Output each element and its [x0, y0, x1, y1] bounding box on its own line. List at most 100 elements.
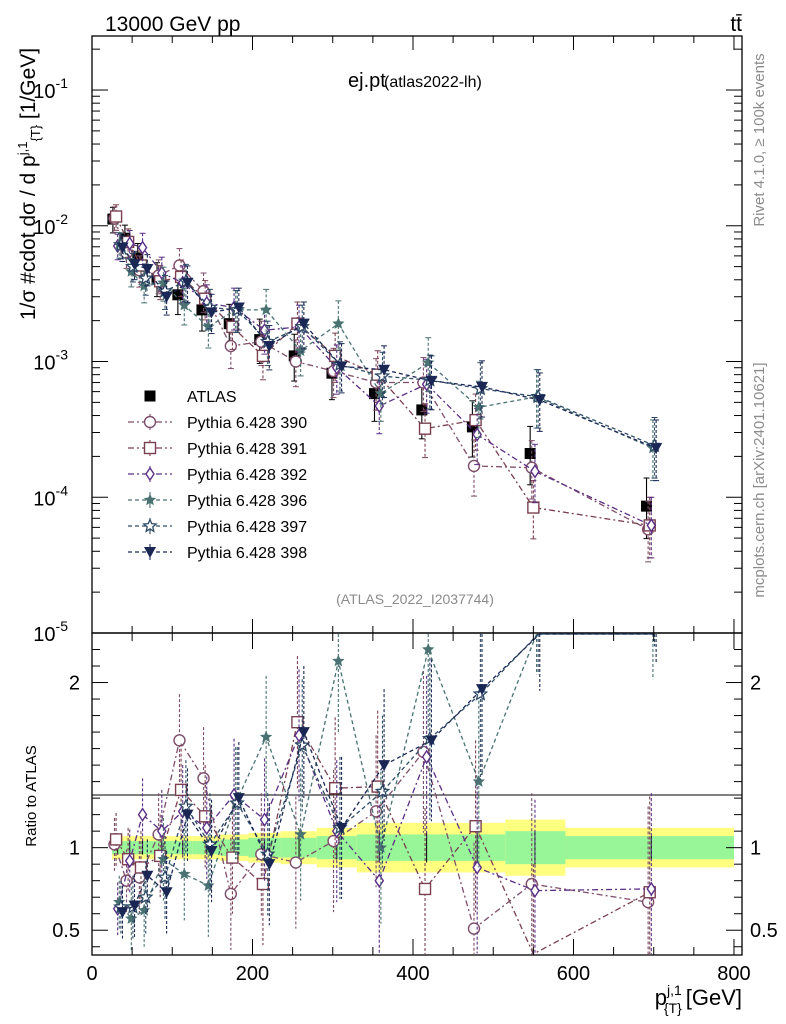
- data-point: [646, 518, 657, 533]
- ratio-line: [122, 633, 657, 913]
- legend-label: Pythia 6.428 396: [187, 493, 307, 510]
- data-point: [422, 356, 435, 368]
- ratio-point: [263, 859, 276, 871]
- x-tick-label: 600: [557, 963, 590, 985]
- ratio-point: [469, 820, 482, 833]
- legend-label: Pythia 6.428 392: [187, 467, 307, 484]
- ratio-point: [328, 782, 342, 795]
- ratio-tick-label-right: 1: [750, 838, 761, 860]
- ratio-point: [327, 834, 340, 848]
- data-point: [137, 240, 148, 255]
- data-point: [418, 422, 432, 435]
- data-point: [128, 259, 141, 271]
- mcplots-label: mcplots.cern.ch [arXiv:2401.10621]: [751, 362, 768, 598]
- analysis-label: (ATLAS_2022_I2037744): [336, 591, 494, 607]
- ratio-tick-label-left: 2: [69, 673, 80, 695]
- data-point: [259, 303, 273, 316]
- data-point: [368, 388, 380, 400]
- data-point: [224, 339, 238, 353]
- ratio-tick-label-right: 2: [750, 673, 761, 695]
- ratio-point: [138, 903, 151, 916]
- data-point: [425, 375, 438, 387]
- ratio-point: [141, 870, 154, 882]
- ratio-point: [226, 851, 239, 864]
- legend-label: Pythia 6.428 390: [187, 415, 307, 432]
- data-point: [378, 364, 391, 376]
- process-label: tt̄: [730, 13, 742, 36]
- ratio-point: [467, 922, 481, 935]
- main-series-layer: [107, 204, 663, 563]
- ratio-point: [120, 874, 133, 887]
- legend-marker: [142, 517, 158, 533]
- legend-label: Pythia 6.428 398: [187, 545, 307, 562]
- ratio-point: [181, 809, 194, 821]
- legend-marker: [145, 466, 155, 482]
- legend: ATLAS Pythia 6.428 390 Pythia 6.428 391 Pyt…: [128, 389, 307, 562]
- data-point: [328, 349, 342, 363]
- data-point: [297, 318, 310, 330]
- data-point: [263, 341, 276, 353]
- data-point: [124, 236, 135, 251]
- ratio-point: [472, 685, 489, 701]
- ratio-series-layer: [108, 633, 657, 955]
- ratio-point: [374, 841, 388, 853]
- ratio-point: [124, 853, 135, 869]
- legend-marker: [144, 390, 156, 402]
- x-tick-label: 200: [236, 963, 269, 985]
- ratio-point: [160, 887, 173, 899]
- series-line: [121, 247, 657, 449]
- ratio-point: [205, 845, 218, 857]
- data-point: [137, 270, 154, 285]
- legend-marker: [144, 547, 156, 558]
- ratio-point: [425, 735, 438, 747]
- ratio-point: [378, 760, 391, 772]
- data-point: [160, 291, 173, 303]
- data-point: [226, 320, 239, 334]
- ratio-point: [174, 783, 188, 797]
- series-line: [118, 244, 654, 449]
- ratio-point: [418, 882, 432, 896]
- ratio-point: [422, 643, 435, 655]
- ratio-point: [369, 805, 383, 818]
- ratio-point: [128, 900, 141, 912]
- data-point: [289, 355, 303, 368]
- ratio-point: [229, 794, 245, 810]
- data-point: [181, 277, 194, 289]
- data-point: [530, 464, 540, 479]
- ratio-point: [116, 907, 129, 919]
- ratio-point: [178, 867, 191, 880]
- ratio-point: [134, 861, 148, 874]
- data-point: [469, 413, 482, 427]
- data-point: [475, 381, 488, 393]
- ratio-point: [335, 822, 348, 834]
- data-point: [641, 500, 653, 512]
- ratio-point: [475, 684, 488, 696]
- x-axis-ticks: 0 200 400 600 800: [86, 633, 751, 985]
- ratio-point: [472, 860, 483, 875]
- data-point: [524, 448, 536, 460]
- ratio-point: [224, 887, 238, 901]
- ratio-point: [297, 727, 310, 739]
- ratio-point: [197, 772, 210, 785]
- data-point: [527, 501, 540, 514]
- legend-label: ATLAS: [187, 389, 237, 406]
- data-point: [335, 361, 348, 373]
- data-point: [332, 317, 345, 329]
- ratio-point: [178, 798, 194, 813]
- ratio-tick-label-right: 0.5: [750, 920, 778, 942]
- data-point: [294, 344, 307, 356]
- x-tick-label: 800: [717, 963, 750, 985]
- data-point: [178, 298, 191, 311]
- data-point: [467, 459, 481, 473]
- x-tick-label: 0: [86, 963, 97, 985]
- data-point: [132, 252, 144, 264]
- y-axis-title-main: 1/σ #cdot dσ / d pj,1{T} [1/GeV]: [15, 47, 44, 321]
- ratio-point: [202, 879, 215, 891]
- ratio-point: [294, 828, 307, 840]
- chart-title: ej.pt: [348, 70, 386, 92]
- main-axis-ticks: 10-110-210-310-410-5: [33, 36, 742, 646]
- energy-label: 13000 GeV pp: [105, 13, 240, 36]
- data-point: [232, 302, 245, 314]
- data-point: [172, 289, 184, 301]
- ratio-point: [154, 849, 167, 863]
